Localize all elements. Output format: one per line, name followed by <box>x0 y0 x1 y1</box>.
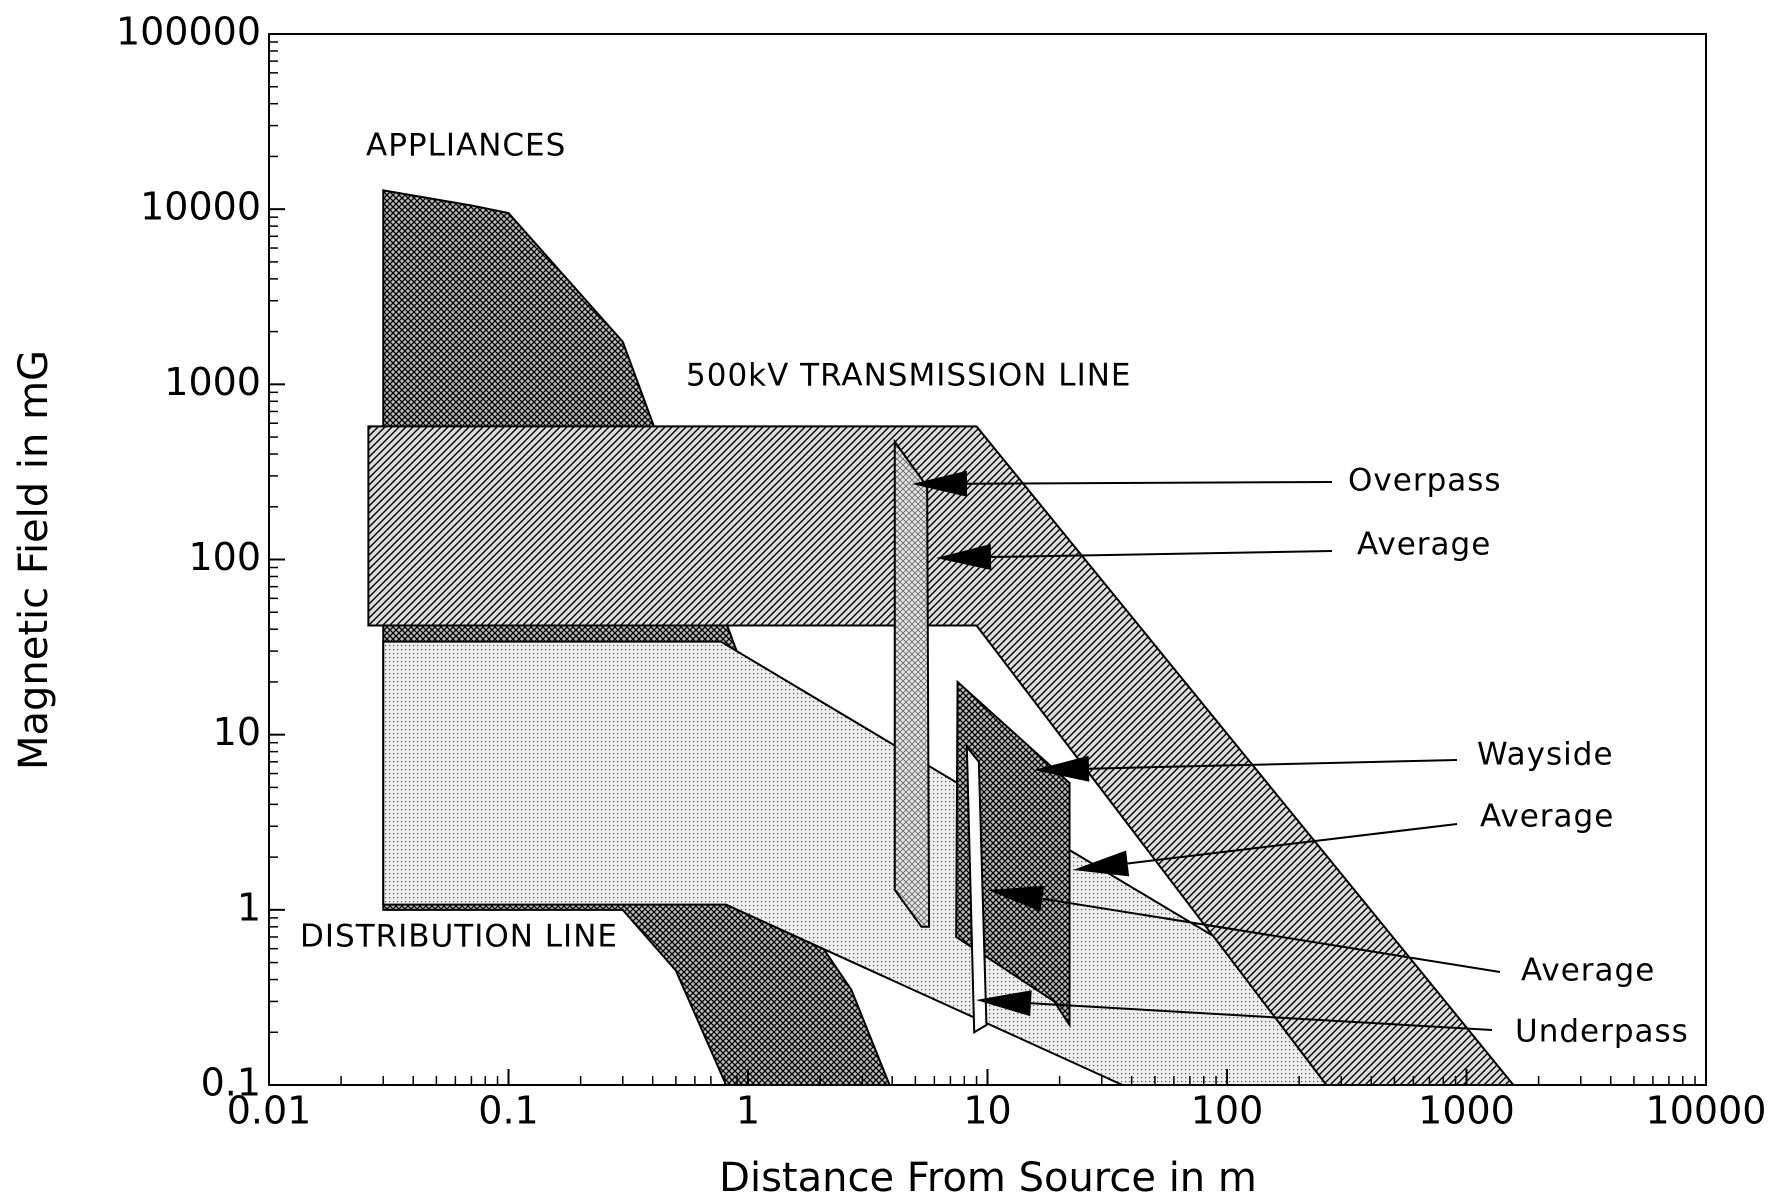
pointer-line <box>1088 759 1458 770</box>
annotation: Average <box>1521 953 1655 989</box>
x-tick-label: 0.01 <box>227 1089 312 1133</box>
y-tick-label: 100 <box>188 535 261 579</box>
y-tick-label: 10 <box>213 710 261 754</box>
x-tick-label: 0.1 <box>478 1089 538 1133</box>
y-tick-label: 0.1 <box>201 1061 261 1105</box>
pointer-line <box>1127 823 1458 865</box>
annotation: Overpass <box>1348 463 1502 499</box>
pointer-head <box>1034 755 1090 782</box>
annotation: Average <box>1480 799 1614 835</box>
pointer-head <box>936 544 992 571</box>
annotation: APPLIANCES <box>366 128 566 164</box>
annotation: Wayside <box>1477 737 1614 773</box>
region <box>965 744 988 1034</box>
annotation: 500kV TRANSMISSION LINE <box>686 358 1132 394</box>
pointer-head <box>976 990 1032 1017</box>
y-tick-label: 100000 <box>116 10 261 54</box>
pointer-line <box>966 481 1333 485</box>
pointer-line <box>990 550 1333 559</box>
pointer-head <box>988 885 1045 912</box>
pointer-head <box>912 470 968 497</box>
x-tick-label: 100 <box>1191 1089 1264 1133</box>
pointer-line <box>1042 897 1501 973</box>
pointer-head <box>1073 850 1130 877</box>
y-tick-label: 10000 <box>140 185 261 229</box>
x-tick-label: 10 <box>963 1089 1011 1133</box>
annotation: Underpass <box>1515 1014 1689 1050</box>
region <box>893 438 931 928</box>
x-axis-title: Distance From Source in m <box>719 1155 1257 1201</box>
x-tick-label: 1000 <box>1418 1089 1515 1133</box>
x-tick-label: 1 <box>736 1089 760 1133</box>
y-tick-label: 1 <box>237 885 261 929</box>
y-axis-title: Magnetic Field in mG <box>11 350 57 770</box>
y-tick-label: 1000 <box>164 360 261 404</box>
x-tick-label: 10000 <box>1646 1089 1767 1133</box>
annotation: Average <box>1357 527 1491 563</box>
annotation: DISTRIBUTION LINE <box>300 919 618 955</box>
pointer-line <box>1030 1002 1493 1031</box>
